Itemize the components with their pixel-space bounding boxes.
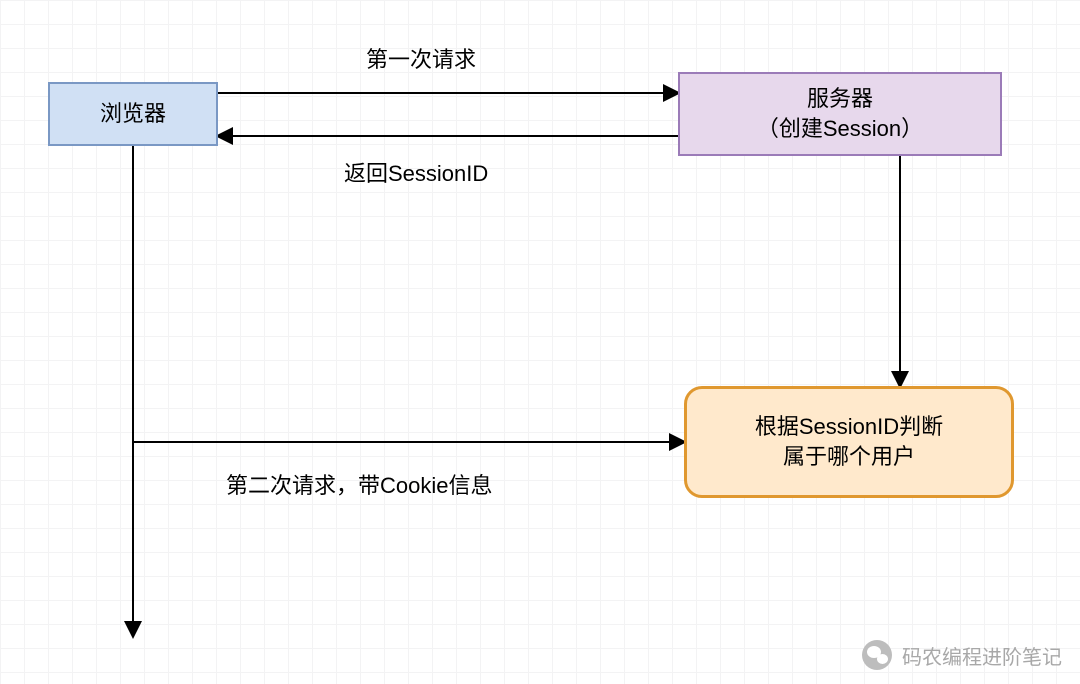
node-judge-label: 根据SessionID判断 属于哪个用户	[755, 412, 943, 471]
node-server: 服务器 （创建Session）	[678, 72, 1002, 156]
edge-label-first-request: 第一次请求	[366, 42, 476, 74]
node-browser: 浏览器	[48, 82, 218, 146]
wechat-icon	[862, 640, 892, 670]
watermark-text: 码农编程进阶笔记	[902, 641, 1062, 670]
node-browser-label: 浏览器	[100, 99, 166, 129]
watermark: 码农编程进阶笔记	[862, 640, 1062, 670]
node-judge: 根据SessionID判断 属于哪个用户	[684, 386, 1014, 498]
edge-label-return-sessionid: 返回SessionID	[344, 156, 488, 188]
edge-label-second-request: 第二次请求，带Cookie信息	[226, 468, 492, 500]
diagram-canvas: 浏览器 服务器 （创建Session） 根据SessionID判断 属于哪个用户…	[0, 0, 1080, 684]
node-server-label: 服务器 （创建Session）	[757, 84, 923, 143]
